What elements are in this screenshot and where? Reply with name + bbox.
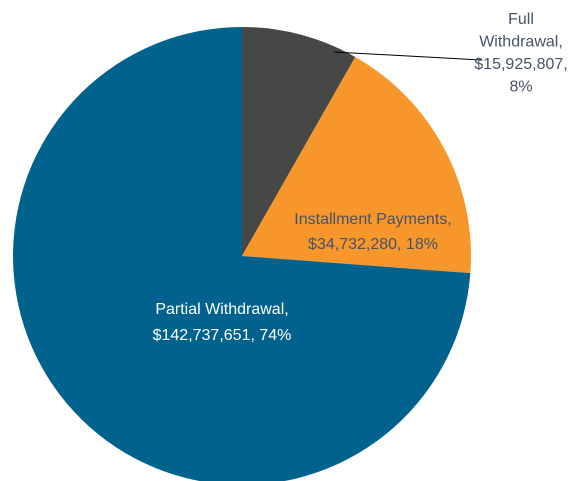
pie-slices (13, 27, 472, 481)
data-label-line: Full (508, 11, 534, 28)
data-label-line: Partial Withdrawal, (155, 301, 288, 318)
data-label-line: $34,732,280, 18% (308, 236, 438, 253)
data-label-line: $142,737,651, 74% (153, 327, 292, 344)
leader-lines (333, 51, 482, 61)
data-label-line: Installment Payments, (294, 211, 451, 228)
data-label-line: 8% (509, 79, 532, 96)
data-label-line: Withdrawal, (479, 34, 563, 51)
slice-labels: Full Withdrawal, $15,925,807, 8% Installment… (153, 11, 568, 344)
data-label-full-withdrawal: Full Withdrawal, $15,925,807, 8% (474, 11, 567, 96)
pie-slice-full-withdrawal (242, 27, 356, 256)
pie-slice-partial-withdrawal (13, 27, 471, 481)
leader-line-full-withdrawal (333, 51, 482, 61)
data-label-line: $15,925,807, (474, 56, 567, 73)
data-label-partial-withdrawal: Partial Withdrawal, $142,737,651, 74% (153, 301, 292, 344)
pie-slice-installment-payments (242, 56, 472, 274)
data-label-installment-payments: Installment Payments, $34,732,280, 18% (294, 211, 451, 253)
